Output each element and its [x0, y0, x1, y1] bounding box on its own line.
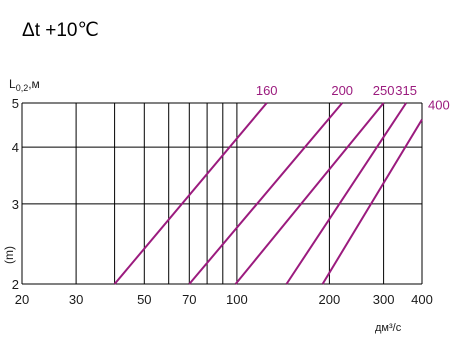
- x-tick-label: 200: [319, 292, 341, 307]
- y-axis-label: L0,2,м: [9, 77, 40, 93]
- y-tick-label: 5: [12, 96, 19, 111]
- series-label-250: 250: [373, 83, 395, 98]
- series-line-250: [234, 102, 385, 285]
- y-tick-label: 4: [12, 140, 19, 155]
- tick-labels: 20 30 50 70 100 200 300 400 2 3 4 5: [12, 96, 433, 307]
- x-tick-label: 70: [182, 292, 196, 307]
- y-tick-label: 3: [12, 197, 19, 212]
- series-label-400: 400: [428, 98, 450, 113]
- series-label-160: 160: [256, 83, 278, 98]
- series-layer: 160 200 250 315 400: [113, 83, 450, 285]
- grid: [21, 102, 423, 285]
- x-axis-unit-label: дм³/с: [375, 322, 402, 334]
- series-label-200: 200: [331, 83, 353, 98]
- x-tick-label: 20: [15, 292, 29, 307]
- x-tick-label: 300: [373, 292, 395, 307]
- series-line-315: [285, 102, 407, 285]
- x-tick-label: 100: [226, 292, 248, 307]
- x-tick-label: 50: [137, 292, 151, 307]
- series-line-160: [113, 102, 268, 285]
- series-label-315: 315: [395, 83, 417, 98]
- chart-heading: Δt +10℃: [22, 20, 99, 41]
- y-axis-label-subscript: 0,2: [16, 83, 29, 93]
- x-tick-label: 400: [411, 292, 433, 307]
- x-tick-label: 30: [69, 292, 83, 307]
- y-axis-unit-label: (m): [2, 246, 16, 264]
- series-line-200: [188, 102, 343, 285]
- series-line-400: [321, 118, 423, 285]
- y-tick-label: 2: [12, 277, 19, 292]
